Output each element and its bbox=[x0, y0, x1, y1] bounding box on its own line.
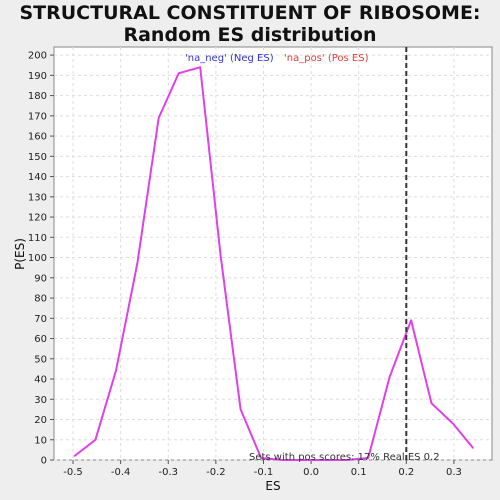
y-tick-label: 90 bbox=[34, 273, 47, 284]
axis-ticks: 0 10 20 30 40 50 60 70 80 90 100 110 120 130 140 150 160… bbox=[28, 51, 462, 478]
y-tick-label: 40 bbox=[34, 375, 47, 386]
chart-title: STRUCTURAL CONSTITUENT OF RIBOSOME: Rand… bbox=[19, 2, 481, 46]
es-data-point bbox=[452, 422, 454, 425]
plot-area bbox=[53, 46, 493, 461]
y-tick-label: 200 bbox=[28, 51, 47, 62]
es-data-point bbox=[73, 455, 76, 457]
es-data-point bbox=[239, 408, 242, 411]
es-data-point bbox=[136, 262, 139, 265]
legend-item-pos: 'na_pos' (Pos ES) bbox=[284, 53, 369, 64]
es-data-point bbox=[472, 447, 474, 449]
x-axis-title: ES bbox=[265, 479, 280, 493]
y-tick-label: 0 bbox=[41, 456, 47, 467]
es-data-point bbox=[94, 438, 97, 441]
y-tick-label: 10 bbox=[34, 435, 47, 446]
es-series-line bbox=[73, 66, 474, 461]
x-tick-label: -0.2 bbox=[206, 467, 226, 478]
es-data-point bbox=[260, 457, 262, 459]
es-data-point bbox=[199, 66, 201, 69]
es-data-point bbox=[303, 459, 305, 461]
x-tick-label: 0.1 bbox=[351, 467, 367, 478]
x-tick-label: 0.0 bbox=[303, 467, 319, 478]
y-tick-label: 150 bbox=[28, 152, 47, 163]
series-layer bbox=[73, 66, 474, 461]
y-tick-label: 100 bbox=[28, 253, 47, 264]
es-data-point bbox=[177, 72, 180, 75]
es-data-point bbox=[430, 402, 433, 405]
y-tick-label: 50 bbox=[34, 354, 47, 365]
y-tick-label: 160 bbox=[28, 132, 47, 143]
y-tick-label: 20 bbox=[34, 415, 47, 426]
x-tick-label: -0.1 bbox=[254, 467, 274, 478]
y-tick-label: 70 bbox=[34, 314, 47, 325]
y-tick-label: 120 bbox=[28, 213, 47, 224]
y-tick-label: 190 bbox=[28, 71, 47, 82]
es-data-point bbox=[115, 370, 117, 372]
y-tick-label: 170 bbox=[28, 111, 47, 122]
es-data-point bbox=[281, 459, 284, 461]
y-tick-label: 180 bbox=[28, 91, 47, 102]
es-data-point bbox=[157, 117, 160, 119]
x-tick-label: 0.3 bbox=[446, 467, 462, 478]
y-tick-label: 30 bbox=[34, 395, 47, 406]
x-tick-label: -0.3 bbox=[159, 467, 179, 478]
y-tick-label: 110 bbox=[28, 233, 47, 244]
pos-scores-annotation: Sets with pos scores: 17% Real ES 0.2 bbox=[249, 452, 440, 463]
y-tick-label: 80 bbox=[34, 294, 47, 305]
x-tick-label: -0.4 bbox=[111, 467, 131, 478]
y-tick-label: 140 bbox=[28, 172, 47, 183]
es-data-point bbox=[219, 254, 222, 257]
x-tick-label: 0.2 bbox=[398, 467, 414, 478]
es-data-point bbox=[345, 459, 348, 461]
legend-item-neg: 'na_neg' (Neg ES) bbox=[185, 53, 274, 64]
es-data-point bbox=[324, 459, 327, 461]
es-data-point bbox=[367, 457, 370, 459]
y-tick-label: 60 bbox=[34, 334, 47, 345]
y-tick-label: 130 bbox=[28, 192, 47, 203]
es-data-point bbox=[410, 319, 412, 322]
x-tick-label: -0.5 bbox=[63, 467, 83, 478]
y-axis-title: P(ES) bbox=[13, 238, 27, 270]
es-data-point bbox=[388, 376, 391, 378]
